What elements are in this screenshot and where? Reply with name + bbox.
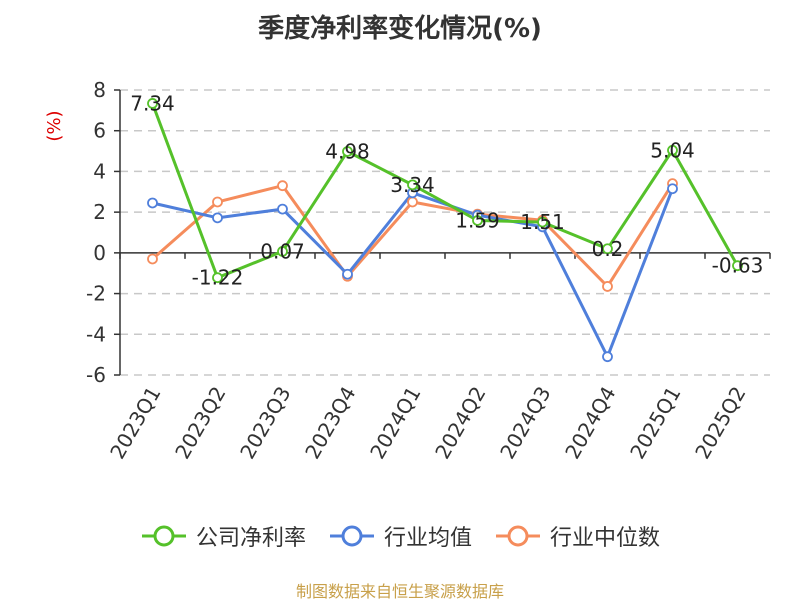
point-company[interactable] [407,179,418,191]
point-industry-median[interactable] [277,180,288,192]
point-industry-median[interactable] [407,196,418,208]
point-company[interactable] [732,260,743,272]
point-industry-avg[interactable] [342,268,353,280]
chart-title: 季度净利率变化情况(%) [258,14,542,44]
x-tick-label: 2024Q1 [365,382,425,463]
legend: 公司净利率 行业均值 行业中位数 [0,520,800,552]
legend-item-company[interactable]: 公司净利率 [140,520,306,552]
legend-line-marker-industry-avg [329,525,374,547]
x-tick-label: 2023Q2 [170,382,230,463]
data-label-company: 5.04 [650,138,695,162]
data-label-company: 0.2 [592,237,624,261]
y-axis-unit: (%) [44,110,65,141]
point-industry-avg[interactable] [602,351,613,363]
data-label-company: 3.34 [390,173,435,197]
series-points [147,98,743,363]
legend-label-industry-median: 行业中位数 [550,526,661,551]
point-company[interactable] [602,243,613,255]
point-industry-median[interactable] [212,196,223,208]
y-tick-label: -2 [86,282,106,306]
point-industry-avg[interactable] [212,212,223,224]
y-tick-label: 4 [93,159,106,183]
y-tick-label: 0 [93,241,106,265]
x-tick-label: 2025Q1 [625,382,685,463]
y-tick-label: 2 [93,200,106,224]
data-label-company: 4.98 [325,139,370,163]
legend-label-industry-avg: 行业均值 [383,526,472,551]
grid-lines [120,89,770,376]
data-label-company: 7.34 [130,91,175,115]
point-company[interactable] [147,98,158,109]
legend-label-company: 公司净利率 [195,526,306,551]
legend-item-industry-median[interactable]: 行业中位数 [494,520,660,552]
point-industry-avg[interactable] [147,197,158,209]
y-ticks: 8 6 4 2 0 -2 -4 -6 [86,78,106,387]
data-label-company: -0.63 [712,254,764,278]
axes [114,89,771,376]
point-industry-median[interactable] [602,281,613,292]
data-label-company: 1.51 [520,210,565,234]
point-company[interactable] [472,215,483,226]
data-label-company: 1.59 [455,208,500,232]
legend-line-marker-company [141,525,186,547]
point-industry-median[interactable] [147,253,158,265]
point-industry-avg[interactable] [667,183,678,195]
point-company[interactable] [342,146,353,157]
x-tick-label: 2023Q3 [235,382,295,463]
y-tick-label: -6 [86,363,106,387]
source-note: 制图数据来自恒生聚源数据库 [295,582,504,601]
x-tick-label: 2024Q2 [430,382,490,463]
y-tick-label: -4 [86,322,106,346]
y-tick-label: 6 [93,119,106,143]
data-labels: 7.34 -1.22 0.07 4.98 3.34 1.59 1.51 0.2 5.04 -0.6… [130,91,763,289]
point-company[interactable] [537,216,548,228]
x-ticks: 2023Q1 2023Q2 2023Q3 2023Q4 2024Q1 2024Q2 2024… [105,382,750,463]
y-tick-label: 8 [93,78,106,102]
x-tick-label: 2024Q3 [495,382,555,463]
legend-item-industry-avg[interactable]: 行业均值 [328,520,472,552]
series-line-company [151,102,739,280]
x-tick-label: 2025Q2 [690,382,750,463]
x-tick-label: 2024Q4 [560,382,620,463]
point-company[interactable] [212,272,223,284]
legend-line-marker-industry-median [496,525,540,547]
point-company[interactable] [277,246,288,257]
data-label-company: -1.22 [192,266,244,290]
data-label-company: 0.07 [260,239,305,263]
x-tick-label: 2023Q1 [105,382,165,463]
x-tick-label: 2023Q4 [300,382,360,463]
point-company[interactable] [667,144,678,156]
point-industry-avg[interactable] [277,203,288,215]
